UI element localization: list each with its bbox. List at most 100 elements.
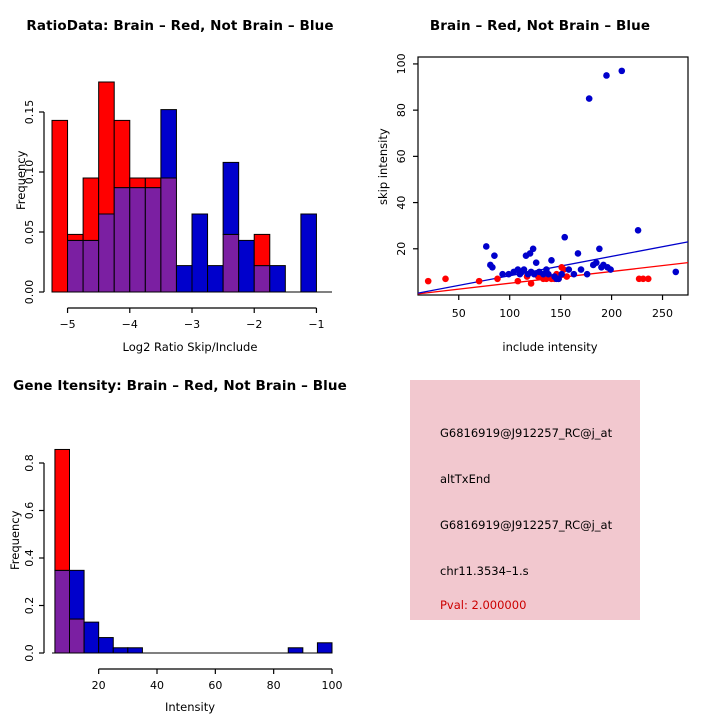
- histogram-bar-not-brain: [300, 213, 317, 293]
- scatter-title: Brain – Red, Not Brain – Blue: [429, 18, 651, 34]
- scatter-point-not-brain: [532, 259, 540, 266]
- x-tick-label: 200: [601, 307, 622, 320]
- y-tick-label: 40: [395, 196, 408, 210]
- chromosome-locus: chr11.3534–1.s: [440, 564, 529, 578]
- histogram-bar: [253, 233, 271, 267]
- x-tick-label: 80: [267, 679, 281, 692]
- x-tick-label: 50: [452, 307, 466, 320]
- scatter-point-not-brain: [596, 245, 603, 253]
- scatter-point-not-brain: [603, 72, 610, 79]
- x-tick-label: 60: [208, 679, 222, 692]
- histogram-bar-not-brain: [269, 265, 286, 293]
- histogram-bar: [54, 448, 71, 571]
- ratio-histogram-plot: 0.00 0.05 0.10 0.15 −5 −4 −3 −2 −1: [23, 81, 332, 331]
- scatter-point-brain: [442, 275, 449, 283]
- histogram-bar: [113, 119, 131, 189]
- x-tick-label: 250: [652, 307, 673, 320]
- scatter-point-not-brain: [505, 270, 512, 278]
- scatter-point-not-brain: [545, 270, 552, 278]
- y-tick-label: 100: [395, 53, 408, 74]
- probe-id-secondary: G6816919@J912257_RC@j_at: [440, 518, 613, 532]
- histogram-bar-overlap: [144, 187, 162, 293]
- histogram-bar-not-brain: [316, 642, 333, 654]
- histogram-bar-not-brain: [191, 213, 209, 293]
- y-tick-label: 0.15: [23, 100, 36, 125]
- scatter-point-not-brain: [570, 270, 578, 278]
- histogram-bar-not-brain: [287, 647, 304, 654]
- scatter-point-not-brain: [482, 243, 490, 250]
- histogram-bar-not-brain: [83, 621, 100, 654]
- histogram-bar-overlap: [129, 187, 146, 293]
- panel-intensity-scatter: Brain – Red, Not Brain – Blue skip inten…: [360, 0, 720, 360]
- y-tick-label: 0.4: [23, 549, 36, 567]
- scatter-point-not-brain: [565, 266, 573, 273]
- histogram-bar: [98, 81, 115, 215]
- scatter-point-brain: [527, 280, 535, 287]
- scatter-point-brain: [424, 277, 432, 285]
- event-type: altTxEnd: [440, 472, 491, 486]
- scatter-point-not-brain: [558, 270, 565, 278]
- y-tick-label: 0.05: [23, 220, 36, 245]
- scatter-point-not-brain: [520, 266, 528, 273]
- scatter-point-not-brain: [574, 250, 582, 257]
- histogram-bar-overlap: [98, 213, 115, 293]
- scatter-x-axis-label: include intensity: [502, 340, 598, 354]
- y-tick-label: 20: [395, 242, 408, 256]
- histogram-bar: [69, 569, 85, 620]
- histogram-bar-not-brain: [127, 647, 143, 654]
- y-tick-label: 0.6: [23, 502, 36, 520]
- plot-box: [417, 56, 689, 296]
- histogram-bar-not-brain: [98, 637, 114, 654]
- histogram-bar-overlap: [69, 618, 85, 654]
- x-tick-label: 150: [550, 307, 571, 320]
- scatter-point-not-brain: [489, 263, 496, 271]
- x-tick-label: 20: [92, 679, 106, 692]
- scatter-point-brain: [475, 277, 483, 285]
- gene-histogram-x-axis-label: Intensity: [164, 700, 216, 714]
- histogram-bar: [129, 177, 146, 189]
- histogram-bar-overlap: [160, 177, 177, 293]
- scatter-point-not-brain: [672, 268, 680, 276]
- panel-ratio-histogram: RatioData: Brain – Red, Not Brain – Blue…: [0, 0, 360, 360]
- panel-gene-intensity-histogram: Gene Itensity: Brain – Red, Not Brain – …: [0, 360, 360, 720]
- histogram-bar-not-brain: [207, 265, 224, 293]
- x-tick-label: −4: [122, 318, 138, 331]
- scatter-point-not-brain: [577, 266, 585, 273]
- scatter-point-brain: [514, 277, 522, 285]
- ratio-histogram-x-axis-label: Log2 Ratio Skip/Include: [122, 340, 258, 354]
- histogram-bar-overlap: [54, 569, 71, 654]
- scatter-point-not-brain: [607, 266, 614, 273]
- scatter-point-not-brain: [585, 95, 593, 102]
- x-tick-label: −3: [184, 318, 200, 331]
- histogram-bar-not-brain: [238, 239, 255, 293]
- x-tick-label: −1: [308, 318, 324, 331]
- histogram-bar-not-brain: [112, 647, 129, 654]
- y-tick-label: 0.10: [23, 160, 36, 185]
- y-tick-label: 0.8: [23, 454, 36, 472]
- histogram-bar-overlap: [113, 187, 131, 293]
- trend-line: [417, 241, 689, 294]
- scatter-point-not-brain: [618, 67, 626, 75]
- gene-histogram-title: Gene Itensity: Brain – Red, Not Brain – …: [13, 378, 347, 394]
- histogram-bar-overlap: [82, 239, 100, 293]
- y-tick-label: 0.0: [23, 644, 36, 662]
- x-tick-label: −2: [246, 318, 262, 331]
- scatter-point-brain: [644, 275, 652, 283]
- x-tick-label: −5: [59, 318, 75, 331]
- histogram-bar-overlap: [222, 233, 240, 293]
- scatter-point-not-brain: [561, 233, 569, 241]
- scatter-point-not-brain: [530, 270, 538, 278]
- gene-histogram-plot: 0.0 0.2 0.4 0.6 0.8 20 40 60 80 100: [23, 448, 343, 692]
- scatter-point-brain: [494, 275, 501, 283]
- probe-id-primary: G6816919@J912257_RC@j_at: [440, 426, 613, 440]
- x-tick-label: 40: [150, 679, 164, 692]
- x-tick-label: 100: [499, 307, 520, 320]
- pval-text: Pval: 2.000000: [440, 598, 527, 612]
- scatter-point-not-brain: [583, 270, 591, 278]
- histogram-bar-overlap: [67, 239, 84, 293]
- scatter-point-not-brain: [548, 257, 555, 264]
- scatter-plot: 20 40 60 80 100 50 100 150 200 250: [395, 53, 689, 320]
- histogram-bar-brain: [51, 119, 69, 293]
- scatter-point-not-brain: [529, 245, 537, 253]
